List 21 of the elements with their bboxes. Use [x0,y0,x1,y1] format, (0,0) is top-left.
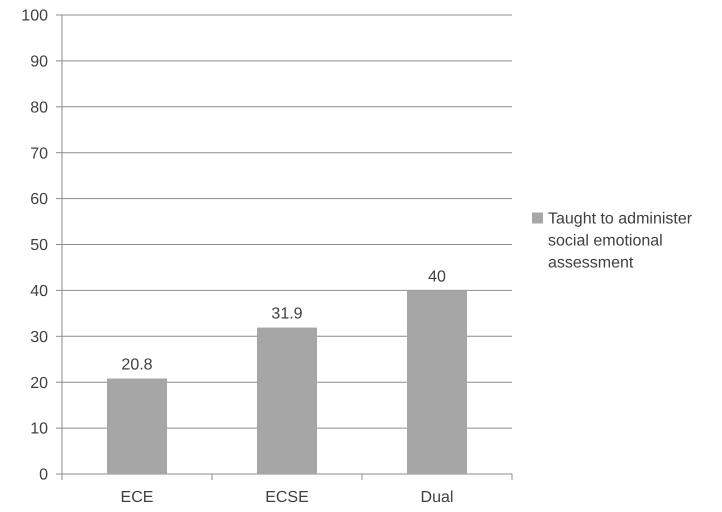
data-label: 31.9 [271,306,303,323]
y-tick-label: 80 [30,99,48,116]
bar [257,328,317,474]
y-tick-label: 40 [30,283,48,300]
data-label: 40 [428,268,446,286]
y-tick-label: 100 [21,8,48,25]
y-tick-label: 30 [30,328,48,346]
x-tick-label: Dual [420,489,454,506]
legend-label: Taught to administer social emotional assessment [548,210,693,272]
y-tick-label: 60 [30,191,48,208]
bar [407,290,467,474]
bar [107,378,167,474]
y-tick-label: 20 [30,374,48,392]
y-tick-label: 10 [30,420,48,438]
x-tick-label: ECE [120,489,154,506]
x-tick-label: ECSE [265,489,309,506]
y-tick-label: 90 [30,54,48,70]
y-tick-label: 50 [30,237,48,254]
y-tick-label: 0 [39,466,48,484]
data-label: 20.8 [121,356,153,374]
y-tick-label: 70 [30,145,48,162]
